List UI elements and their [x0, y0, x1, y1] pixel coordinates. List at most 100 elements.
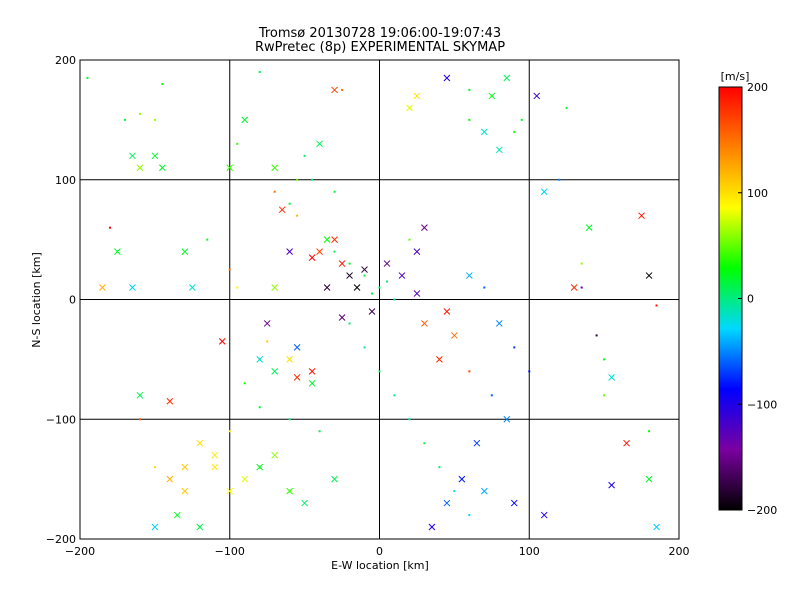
data-point-cross — [218, 338, 226, 345]
data-point-cross — [188, 284, 196, 291]
data-point-cross — [293, 373, 301, 381]
chart-subtitle: RwPretec (8p) EXPERIMENTAL SKYMAP — [255, 40, 505, 55]
cross-stroke — [151, 152, 159, 160]
data-point-cross — [353, 284, 361, 291]
cross-stroke — [151, 523, 159, 531]
cross-stroke — [443, 499, 451, 507]
cross-stroke — [473, 439, 481, 447]
data-point-dot — [236, 286, 239, 289]
cross-stroke — [338, 260, 346, 267]
cross-stroke — [406, 104, 413, 112]
data-point-cross — [488, 92, 496, 100]
cross-stroke — [188, 284, 196, 291]
chart-title: Tromsø 20130728 19:06:00-19:07:43 — [258, 26, 501, 41]
data-point-dot — [123, 118, 126, 121]
data-point-cross — [226, 487, 234, 495]
data-point-dot — [558, 178, 561, 181]
cross-stroke — [331, 236, 338, 243]
x-ticks: −200 −100 0 100 200 — [65, 545, 690, 558]
data-point-cross — [211, 451, 219, 459]
cross-stroke — [226, 164, 234, 172]
cross-stroke — [346, 272, 353, 279]
data-point-dot — [333, 190, 336, 193]
data-point-dot — [483, 286, 486, 289]
cross-stroke — [136, 391, 144, 399]
data-point-cross — [368, 308, 376, 315]
x-tick-label: −100 — [215, 545, 245, 558]
data-point-dot — [453, 490, 456, 493]
data-point-cross — [256, 356, 264, 363]
data-point-cross — [301, 499, 308, 507]
data-point-cross — [308, 254, 316, 261]
data-point-dot — [490, 394, 493, 397]
cross-stroke — [495, 146, 503, 154]
data-point-cross — [331, 236, 338, 243]
data-point-dot — [468, 514, 471, 517]
cross-stroke — [428, 523, 436, 531]
y-ticks: −200 −100 0 100 200 — [46, 54, 76, 546]
data-point-cross — [308, 367, 316, 375]
data-point-cross — [443, 308, 451, 315]
data-point-cross — [570, 284, 578, 291]
data-point-dot — [236, 142, 239, 145]
cross-stroke — [480, 487, 488, 495]
data-point-cross — [421, 224, 428, 232]
data-point-dot — [258, 406, 261, 409]
cross-stroke — [353, 284, 361, 291]
data-point-dot — [273, 190, 276, 193]
data-point-dot — [288, 202, 291, 205]
data-point-cross — [263, 320, 271, 327]
cross-stroke — [114, 248, 121, 255]
data-point-dot — [161, 82, 164, 85]
colorbar-ticks: 200 100 0 −100 −200 — [738, 81, 777, 517]
x-axis-label: E-W location [km] — [331, 559, 429, 572]
cross-stroke — [503, 74, 511, 82]
data-point-cross — [436, 356, 443, 363]
data-points — [86, 70, 660, 531]
cross-stroke — [608, 373, 615, 381]
cross-stroke — [211, 451, 219, 459]
cross-stroke — [608, 481, 615, 489]
cross-stroke — [451, 332, 458, 339]
data-point-dot — [296, 178, 299, 181]
cross-stroke — [495, 320, 503, 327]
colorbar-label: [m/s] — [721, 70, 750, 83]
cross-stroke — [331, 86, 338, 94]
cross-stroke — [286, 487, 294, 495]
data-point-cross — [540, 188, 548, 196]
data-point-cross — [323, 236, 331, 243]
cross-stroke — [653, 523, 660, 531]
data-point-cross — [256, 463, 264, 471]
data-point-cross — [181, 487, 189, 495]
cross-stroke — [533, 92, 541, 100]
data-point-cross — [645, 475, 653, 483]
data-point-cross — [241, 475, 249, 483]
data-point-dot — [580, 262, 583, 265]
data-point-cross — [136, 164, 144, 172]
x-tick-label: 0 — [376, 545, 383, 558]
cross-stroke — [480, 128, 488, 136]
data-point-cross — [540, 511, 548, 519]
data-point-cross — [286, 356, 294, 363]
data-point-cross — [129, 152, 136, 160]
data-point-cross — [159, 164, 166, 172]
data-point-cross — [503, 74, 511, 82]
cross-stroke — [278, 206, 286, 214]
cross-stroke — [331, 475, 338, 483]
y-tick-label: 100 — [55, 174, 76, 187]
cross-stroke — [361, 266, 368, 273]
data-point-dot — [580, 286, 583, 289]
data-point-dot — [86, 76, 89, 79]
cross-stroke — [421, 320, 428, 327]
x-tick-label: −200 — [65, 545, 95, 558]
data-point-cross — [338, 314, 346, 321]
data-point-cross — [308, 379, 316, 387]
cross-stroke — [645, 272, 653, 279]
cross-stroke — [540, 188, 548, 196]
cross-stroke — [173, 511, 181, 519]
data-point-cross — [316, 140, 323, 148]
data-point-cross — [211, 463, 219, 471]
cross-stroke — [196, 523, 204, 531]
cross-stroke — [585, 224, 593, 232]
